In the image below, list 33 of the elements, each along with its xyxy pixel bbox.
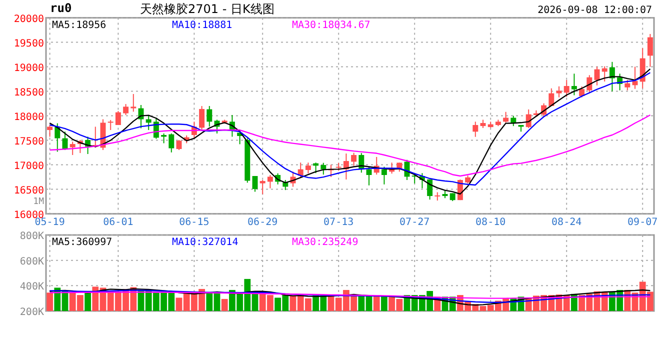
y-tick-label: 20000 [14,14,44,25]
y-tick-label: 400K [20,282,44,293]
y-tick-label: 19500 [14,38,44,50]
y-tick-label: 200K [20,307,44,318]
y-tick-label: 17500 [14,136,44,148]
line-series [49,114,651,177]
line-series [49,290,651,303]
x-tick-label: 06-01 [103,216,134,228]
text: MA30:18034.67 [292,20,370,31]
x-tick-label: 08-24 [552,216,582,228]
y-tick-label: 600K [20,256,44,268]
y-tick-label: 19000 [14,62,44,74]
x-tick-label: 06-29 [248,216,278,228]
y-tick-label: 18000 [14,112,44,123]
x-tick-label: 07-27 [400,216,430,228]
text: MA5:18956 [52,20,106,31]
text: MA5:360997 [52,237,112,248]
x-tick-label: 06-15 [179,216,210,228]
text: 1M [33,196,45,207]
text: 2026-09-08 12:00:07 [538,5,652,16]
y-tick-label: 18500 [14,87,44,98]
line-series [49,292,651,299]
y-tick-label: 800K [20,231,44,242]
text: MA10:327014 [172,237,238,248]
x-tick-label: 07-13 [324,216,354,228]
x-tick-label: 08-10 [476,216,506,228]
chart-title: 天然橡胶2701 - 日K线图 [140,2,274,16]
text: MA30:235249 [292,237,358,248]
y-tick-label: 16500 [14,185,44,196]
y-tick-label: 17000 [14,160,44,172]
x-tick-label: 09-07 [628,216,658,228]
text: MA10:18881 [172,20,232,31]
chart-subtitle: ru0 [50,1,72,15]
